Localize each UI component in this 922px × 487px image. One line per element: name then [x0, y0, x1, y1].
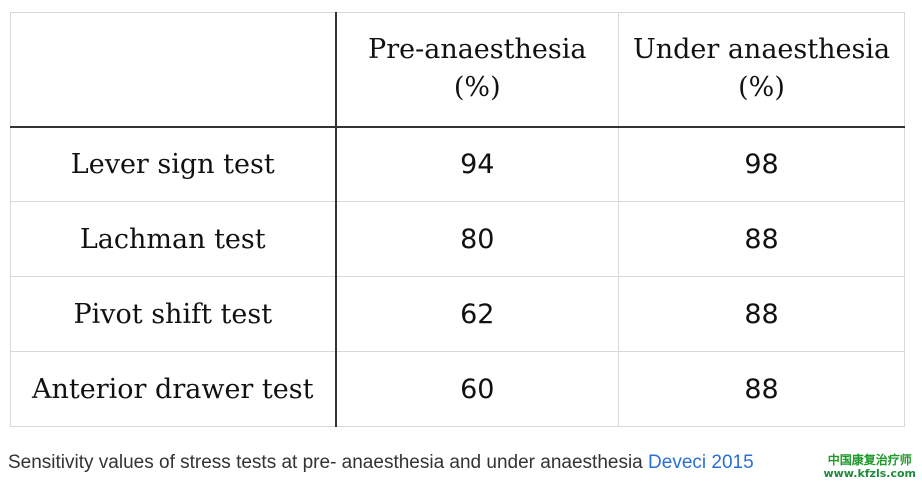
pre-anaesthesia-value: 80	[335, 201, 619, 277]
under-anaesthesia-value: 98	[618, 126, 905, 202]
table-row: Lachman test 80 88	[10, 201, 905, 277]
header-pre-anaesthesia-unit: (%)	[453, 72, 501, 104]
figure-caption: Sensitivity values of stress tests at pr…	[8, 452, 754, 474]
under-anaesthesia-value: 88	[618, 351, 905, 427]
table-row: Pivot shift test 62 88	[10, 276, 905, 352]
under-anaesthesia-value: 88	[618, 201, 905, 277]
watermark-chinese-text: 中国康复治疗师	[827, 453, 912, 467]
header-pre-anaesthesia-label: Pre-anaesthesia	[368, 34, 587, 66]
test-name-cell: Anterior drawer test	[10, 351, 337, 427]
header-under-anaesthesia-label: Under anaesthesia	[632, 34, 891, 66]
test-name-cell: Pivot shift test	[10, 276, 337, 352]
table-row: Anterior drawer test 60 88	[10, 351, 905, 427]
header-under-anaesthesia: Under anaesthesia (%)	[618, 12, 905, 128]
caption-text: Sensitivity values of stress tests at pr…	[8, 452, 643, 473]
table-header-row: Pre-anaesthesia (%) Under anaesthesia (%…	[10, 12, 905, 128]
pre-anaesthesia-value: 94	[335, 126, 619, 202]
watermark-url: www.kfzls.com	[823, 467, 916, 480]
pre-anaesthesia-value: 60	[335, 351, 619, 427]
table-corner-cell	[10, 12, 337, 128]
table-row: Lever sign test 94 98	[10, 126, 905, 202]
under-anaesthesia-value: 88	[618, 276, 905, 352]
header-under-anaesthesia-unit: (%)	[738, 72, 785, 104]
test-name-cell: Lever sign test	[10, 126, 337, 202]
citation-link[interactable]: Deveci 2015	[648, 452, 754, 473]
sensitivity-table-figure: Pre-anaesthesia (%) Under anaesthesia (%…	[10, 12, 905, 427]
sensitivity-table: Pre-anaesthesia (%) Under anaesthesia (%…	[10, 12, 905, 427]
pre-anaesthesia-value: 62	[335, 276, 619, 352]
header-pre-anaesthesia: Pre-anaesthesia (%)	[335, 12, 619, 128]
site-watermark: 中国康复治疗师 www.kfzls.com	[823, 453, 916, 481]
test-name-cell: Lachman test	[10, 201, 337, 277]
